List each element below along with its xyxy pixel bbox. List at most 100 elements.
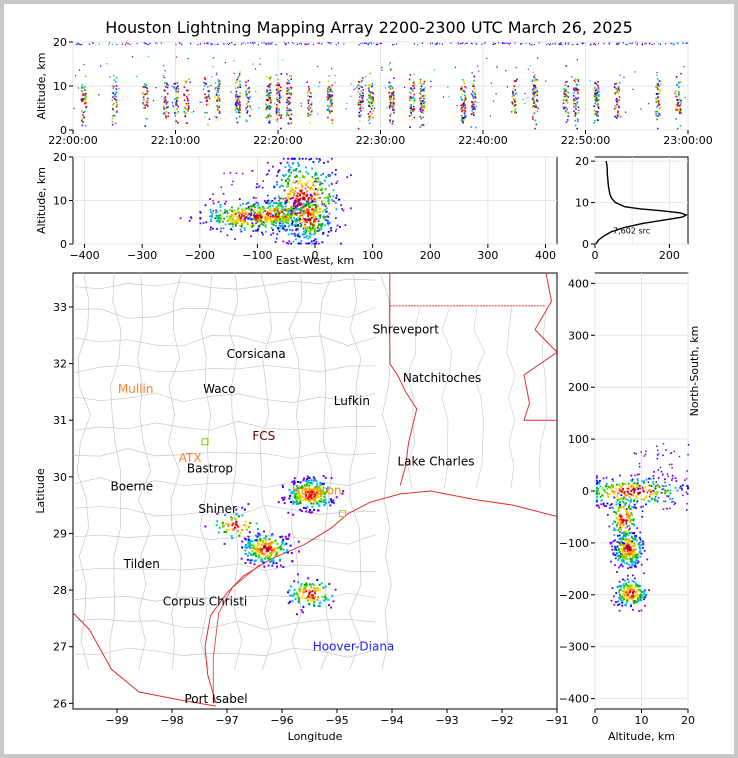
ew-source-point bbox=[311, 181, 314, 184]
time-source-point bbox=[356, 86, 358, 88]
ns-source-point bbox=[651, 497, 653, 500]
time-source-point bbox=[81, 43, 83, 46]
ew-source-point bbox=[313, 227, 316, 230]
ns-source-point bbox=[625, 591, 628, 594]
ew-source-point bbox=[273, 207, 275, 210]
ns-source-point bbox=[631, 586, 634, 589]
time-source-point bbox=[533, 85, 536, 87]
ns-source-point bbox=[644, 596, 647, 599]
ew-source-point bbox=[231, 218, 234, 221]
time-source-point bbox=[286, 104, 289, 107]
time-source-point bbox=[567, 111, 569, 114]
time-source-point bbox=[329, 90, 331, 93]
ns-source-point bbox=[620, 597, 623, 600]
time-source-point bbox=[367, 119, 370, 122]
time-source-point bbox=[655, 110, 658, 113]
ns-source-point bbox=[618, 519, 621, 522]
time-source-point bbox=[112, 96, 114, 98]
ew-source-point bbox=[246, 221, 249, 224]
time-source-point bbox=[423, 90, 425, 92]
ew-source-point bbox=[239, 212, 242, 215]
time-source-point bbox=[390, 99, 392, 102]
ew-source-point bbox=[243, 229, 246, 231]
ns-source-point bbox=[671, 474, 674, 477]
time-source-point bbox=[659, 80, 661, 82]
time-source-point bbox=[462, 78, 464, 81]
map-source-point bbox=[291, 480, 294, 483]
time-source-point bbox=[331, 94, 334, 97]
ew-source-point bbox=[251, 204, 254, 207]
map-source-point bbox=[288, 533, 291, 536]
ew-source-point bbox=[315, 241, 318, 243]
time-source-point bbox=[114, 122, 117, 125]
time-source-point bbox=[245, 81, 247, 83]
time-source-point bbox=[239, 103, 241, 106]
map-source-point bbox=[247, 538, 250, 541]
ns-source-point bbox=[661, 484, 664, 487]
time-source-point bbox=[289, 101, 291, 104]
map-source-point bbox=[302, 479, 305, 482]
ew-source-point bbox=[298, 163, 300, 166]
ew-source-point bbox=[250, 218, 253, 221]
map-source-point bbox=[259, 551, 262, 554]
time-source-point bbox=[266, 89, 269, 92]
ew-source-point bbox=[285, 216, 288, 219]
time-source-point bbox=[280, 73, 283, 75]
time-source-point bbox=[593, 43, 595, 45]
time-source-point bbox=[113, 94, 116, 97]
ew-source-point bbox=[190, 216, 192, 219]
time-source-point bbox=[393, 108, 395, 111]
map-source-point bbox=[244, 520, 247, 523]
time-source-point bbox=[354, 87, 357, 90]
ew-source-point bbox=[273, 216, 276, 218]
time-source-point bbox=[211, 76, 213, 78]
map-source-point bbox=[314, 590, 317, 593]
ew-source-point bbox=[256, 210, 259, 212]
ns-source-point bbox=[610, 541, 613, 544]
time-source-point bbox=[593, 109, 596, 112]
time-source-point bbox=[464, 91, 466, 94]
time-source-point bbox=[388, 92, 390, 94]
ns-source-point bbox=[638, 610, 641, 613]
time-source-point bbox=[490, 82, 492, 84]
time-source-point bbox=[628, 42, 630, 44]
map-source-point bbox=[267, 546, 270, 549]
time-source-point bbox=[276, 120, 278, 122]
time-source-point bbox=[275, 119, 278, 121]
time-source-point bbox=[360, 113, 363, 116]
ew-source-point bbox=[276, 217, 279, 220]
ew-source-point bbox=[309, 236, 311, 239]
ew-source-point bbox=[275, 217, 277, 220]
time-source-point bbox=[471, 101, 474, 104]
ew-source-point bbox=[272, 214, 274, 217]
time-source-point bbox=[268, 92, 270, 94]
ns-source-point bbox=[627, 487, 630, 490]
map-source-point bbox=[332, 600, 335, 603]
time-source-point bbox=[210, 43, 212, 45]
ew-source-point bbox=[274, 215, 277, 218]
time-source-point bbox=[680, 99, 682, 102]
ew-source-point bbox=[321, 187, 324, 190]
time-source-point bbox=[84, 75, 87, 78]
time-source-point bbox=[676, 99, 679, 101]
map-source-point bbox=[272, 560, 275, 563]
time-source-point bbox=[357, 84, 360, 86]
ew-source-point bbox=[278, 186, 281, 189]
map-source-point bbox=[227, 529, 230, 532]
ew-source-point bbox=[312, 215, 315, 218]
map-source-point bbox=[298, 587, 301, 590]
ns-source-point bbox=[666, 473, 669, 475]
ns-source-point bbox=[631, 518, 633, 521]
time-source-point bbox=[288, 75, 291, 77]
ns-source-point bbox=[633, 452, 636, 454]
ew-source-point bbox=[283, 212, 285, 215]
ns-source-point bbox=[654, 485, 657, 487]
ns-source-point bbox=[611, 522, 614, 525]
time-source-point bbox=[659, 114, 661, 116]
ns-source-point bbox=[627, 593, 630, 596]
ew-source-point bbox=[257, 227, 260, 230]
map-x-tick-label: −91 bbox=[545, 714, 568, 727]
map-source-point bbox=[262, 541, 265, 544]
ew-source-point bbox=[288, 201, 291, 204]
ns-source-point bbox=[622, 552, 625, 555]
